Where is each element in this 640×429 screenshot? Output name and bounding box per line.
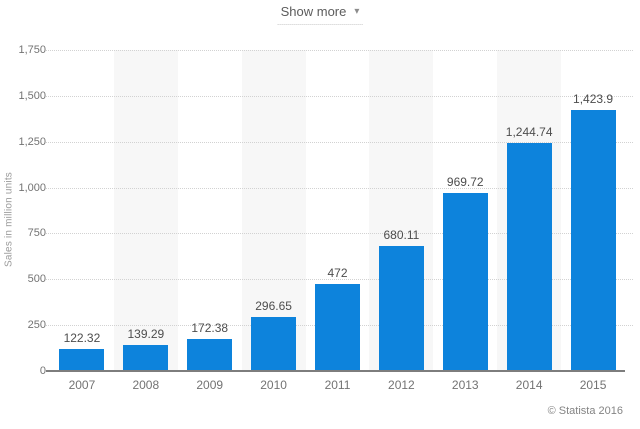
y-axis-title: Sales in million units	[3, 172, 15, 267]
x-tick-label: 2013	[451, 378, 479, 392]
bar-2012[interactable]	[378, 246, 424, 371]
x-axis-line	[46, 370, 625, 372]
bar-value-label: 1,244.74	[505, 124, 553, 139]
bar-value-label: 122.32	[63, 330, 101, 345]
bar-value-label: 969.72	[446, 175, 484, 190]
bar-2008[interactable]	[123, 345, 169, 371]
y-tick-label: 500	[27, 273, 46, 286]
gridline	[46, 95, 633, 97]
bar-value-label: 172.38	[191, 321, 229, 336]
column-band	[113, 50, 178, 371]
x-tick-label: 2010	[260, 378, 287, 392]
gridline	[46, 141, 633, 143]
x-tick-label: 2008	[132, 378, 160, 392]
bar-2013[interactable]	[442, 193, 488, 371]
show-more-label: Show more	[280, 4, 347, 19]
x-tick-label: 2009	[196, 378, 224, 392]
copyright-label: © Statista 2016	[547, 405, 623, 417]
bar-2007[interactable]	[59, 348, 105, 371]
bar-value-label: 472	[327, 266, 348, 281]
x-tick-label: 2014	[515, 378, 543, 392]
bar-value-label: 296.65	[255, 298, 292, 313]
bar-2009[interactable]	[187, 339, 233, 371]
x-tick-label: 2011	[324, 378, 351, 392]
show-more-button[interactable]: Show more ▾	[277, 1, 363, 25]
bar-value-label: 139.29	[127, 327, 165, 342]
y-tick-label: 0	[39, 365, 46, 377]
gridline	[46, 279, 633, 281]
x-tick-label: 2012	[388, 378, 415, 392]
y-tick-label: 750	[27, 227, 46, 240]
gridline	[46, 187, 633, 189]
bar-value-label: 680.11	[383, 228, 420, 243]
gridline	[46, 233, 633, 235]
chevron-down-icon: ▾	[354, 5, 360, 17]
bar-2011[interactable]	[315, 284, 360, 371]
y-tick-label: 250	[27, 319, 46, 332]
bar-2015[interactable]	[570, 109, 616, 371]
x-tick-label: 2015	[579, 378, 607, 392]
y-tick-label: 1,000	[18, 181, 46, 194]
bar-2014[interactable]	[506, 142, 552, 371]
bar-2010[interactable]	[251, 316, 297, 371]
y-tick-label: 1,250	[18, 135, 46, 148]
y-tick-label: 1,750	[18, 44, 46, 56]
x-tick-label: 2007	[68, 378, 96, 392]
gridline	[46, 50, 633, 51]
y-tick-label: 1,500	[18, 89, 46, 102]
bar-value-label: 1,423.9	[573, 91, 614, 106]
